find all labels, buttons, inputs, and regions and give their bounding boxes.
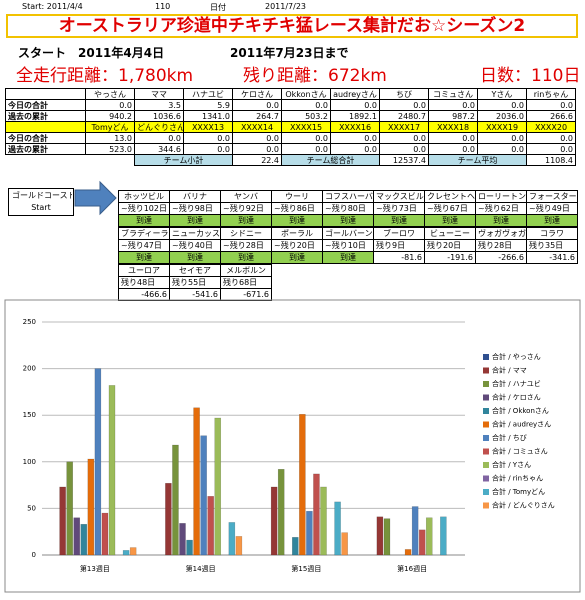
end-date: 2011/7/23 — [265, 2, 307, 11]
start-sub: Start — [31, 203, 51, 212]
bar — [334, 501, 341, 556]
bar — [179, 523, 186, 556]
bar — [59, 486, 66, 556]
legend-swatch — [483, 435, 489, 441]
stop-status: 到達 — [271, 251, 323, 264]
legend-label: 合計 / Okkonさん — [492, 406, 549, 415]
legend-label: 合計 / ハナユビ — [492, 379, 541, 388]
y-tick-label: 50 — [27, 504, 36, 512]
bar — [214, 417, 222, 556]
start-text: スタート 2011年4月4日 — [18, 46, 165, 60]
y-tick-label: 0 — [32, 551, 36, 559]
title: オーストラリア珍道中チキチキ猛レース集計だお☆シーズン2 — [6, 14, 578, 38]
legend-label: 合計 / コミュさん — [492, 447, 548, 456]
legend-swatch — [483, 448, 489, 455]
bar — [80, 523, 88, 556]
start-box — [8, 188, 74, 216]
bar — [193, 407, 200, 556]
bar — [411, 506, 419, 556]
days-text: 日数：110日 — [480, 66, 581, 86]
bar — [440, 516, 447, 556]
bar — [418, 529, 426, 556]
bar — [108, 385, 116, 556]
bar — [207, 496, 214, 556]
bar — [404, 549, 412, 556]
start-name: ゴールドコースト — [12, 191, 72, 200]
x-tick-label: 第13週目 — [80, 564, 110, 573]
legend-swatch — [483, 489, 489, 495]
bar — [270, 486, 278, 556]
bar — [101, 512, 109, 556]
bar — [186, 539, 193, 556]
bar — [66, 461, 73, 556]
legend-label: 合計 / やっさん — [492, 352, 541, 361]
bar — [235, 536, 243, 556]
legend-swatch — [483, 394, 489, 401]
bar — [73, 517, 81, 556]
stop-status: 到達 — [322, 251, 374, 264]
legend-label: 合計 / audreyさん — [492, 420, 551, 429]
days-count: 110 — [155, 2, 171, 11]
date-label: 日付 — [210, 3, 226, 12]
bar — [292, 537, 299, 556]
bar — [129, 547, 137, 556]
legend-swatch — [483, 408, 489, 414]
stop-status: 到達 — [118, 251, 170, 264]
legend-swatch — [483, 354, 489, 360]
bar — [228, 522, 236, 556]
legend-swatch — [483, 475, 489, 482]
legend-swatch — [483, 421, 489, 428]
stop-status: 到達 — [424, 214, 476, 227]
legend-swatch — [483, 502, 489, 509]
remaining-distance: 残り距離：672km — [243, 66, 387, 86]
bar — [341, 532, 348, 556]
x-tick-label: 第14週目 — [186, 564, 216, 573]
legend-label: 合計 / rinちゃん — [492, 474, 543, 483]
bar — [299, 414, 306, 556]
y-tick-label: 250 — [23, 318, 36, 326]
legend-swatch — [483, 462, 489, 468]
legend-swatch — [483, 381, 489, 387]
total-distance: 全走行距離：1,780km — [16, 66, 194, 86]
x-tick-label: 第15週目 — [291, 564, 321, 573]
stop-status: 到達 — [271, 214, 323, 227]
legend-label: 合計 / Yさん — [492, 460, 531, 469]
bar — [376, 516, 384, 556]
stop-status: 到達 — [526, 214, 578, 227]
stop-status: 到達 — [322, 214, 374, 227]
bar — [87, 458, 95, 556]
stop-status: -341.6 — [526, 251, 578, 264]
bar — [200, 435, 207, 556]
summary-value: 1108.4 — [526, 154, 576, 166]
bar — [320, 486, 327, 556]
start-info: Start: 2011/4/4 — [22, 2, 83, 11]
end-text: 2011年7月23日まで — [230, 46, 349, 60]
summary-label: チーム総合計 — [281, 154, 380, 166]
bar — [313, 473, 320, 556]
y-tick-label: 150 — [23, 411, 36, 419]
legend-label: 合計 / どんぐりさん — [492, 501, 555, 510]
legend-label: 合計 / ちび — [492, 433, 527, 442]
bar — [277, 469, 285, 556]
bar — [383, 518, 391, 556]
legend-swatch — [483, 367, 489, 374]
stop-status: 到達 — [169, 214, 221, 227]
legend-label: 合計 / ママ — [492, 366, 527, 375]
bar — [122, 550, 130, 556]
bar — [165, 482, 172, 556]
bar — [306, 510, 313, 556]
bar — [172, 444, 179, 556]
legend-label: 合計 / Tomyどん — [492, 487, 545, 496]
chart-frame — [4, 299, 581, 593]
legend-label: 合計 / ケロさん — [492, 393, 541, 402]
arrow — [74, 180, 117, 216]
bar — [425, 517, 433, 556]
bar — [94, 368, 102, 556]
y-tick-label: 200 — [23, 365, 36, 373]
x-tick-label: 第16週目 — [397, 564, 427, 573]
stop-status: 到達 — [373, 214, 425, 227]
y-tick-label: 100 — [23, 458, 36, 466]
